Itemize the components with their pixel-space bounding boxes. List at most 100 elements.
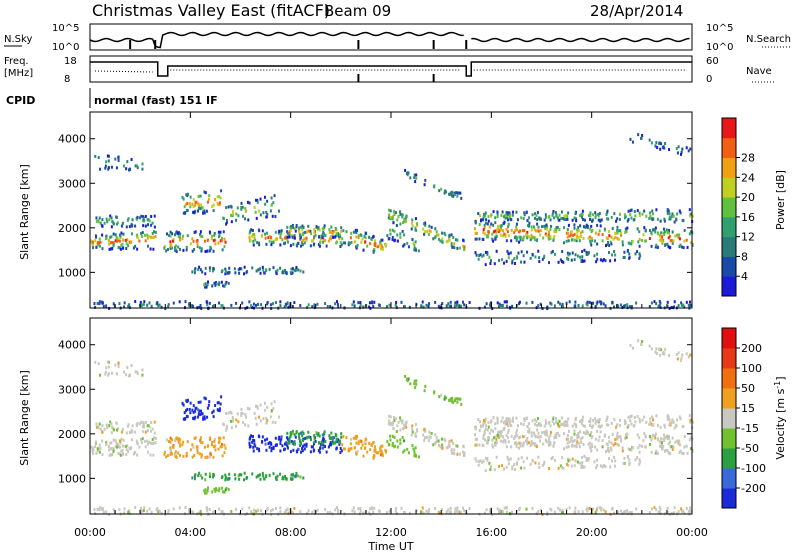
power-cell: [241, 301, 244, 305]
power-cell: [547, 261, 550, 265]
power-cell: [552, 210, 555, 214]
power-cell: [564, 214, 567, 218]
power-cell: [547, 215, 550, 219]
power-cell: [312, 236, 315, 240]
velocity-cell: [424, 384, 427, 388]
power-cell: [620, 233, 623, 237]
freq-label: Freq.: [4, 56, 29, 67]
power-cell: [293, 234, 296, 238]
power-cell: [337, 232, 340, 236]
velocity-cell: [394, 509, 397, 513]
power-cell: [379, 247, 382, 251]
power-cell: [586, 303, 589, 307]
velocity-cell: [264, 442, 267, 446]
velocity-cell: [120, 449, 123, 453]
power-cell: [566, 235, 569, 239]
velocity-cell: [104, 372, 107, 376]
power-cell: [642, 233, 645, 237]
velocity-cell: [380, 450, 383, 454]
velocity-cell: [496, 433, 499, 437]
velocity-cell: [122, 438, 125, 442]
power-cell: [128, 168, 131, 172]
velocity-cell: [610, 448, 613, 452]
velocity-cell: [222, 490, 225, 494]
velocity-cell: [484, 427, 487, 431]
velocity-cell: [256, 404, 259, 408]
power-cell: [491, 232, 494, 236]
power-cell: [182, 248, 185, 252]
power-cell: [224, 270, 227, 274]
velocity-cell: [403, 426, 406, 430]
velocity-cell: [199, 409, 202, 413]
power-cell: [153, 230, 156, 234]
power-cell: [484, 263, 487, 267]
power-cell: [417, 249, 420, 253]
power-cell: [619, 303, 622, 307]
velocity-cell: [146, 429, 149, 433]
velocity-cell: [271, 420, 274, 424]
power-cell: [105, 236, 108, 240]
velocity-cell: [227, 487, 230, 491]
power-cell: [543, 218, 546, 222]
power-cell: [500, 303, 503, 307]
power-cell: [568, 234, 571, 238]
velocity-cell: [269, 415, 272, 419]
noise-left-tick-top: 10^5: [52, 23, 79, 34]
velocity-cell: [276, 474, 279, 478]
velocity-cell: [651, 415, 654, 419]
velocity-cell: [628, 462, 631, 466]
power-cell: [578, 214, 581, 218]
power-cell: [329, 235, 332, 239]
velocity-cell: [192, 445, 195, 449]
power-cell: [580, 259, 583, 263]
velocity-cell: [567, 437, 570, 441]
power-cell: [634, 252, 637, 256]
power-cell: [555, 226, 558, 230]
velocity-cell: [388, 419, 391, 423]
y-tick-label: 1000: [58, 472, 86, 485]
power-cell: [660, 237, 663, 241]
velocity-cell: [664, 348, 667, 352]
power-cell: [594, 211, 597, 215]
power-cell: [192, 239, 195, 243]
velocity-cell: [188, 508, 191, 512]
velocity-cell: [462, 444, 465, 448]
power-cell: [150, 304, 153, 308]
power-cell: [256, 200, 259, 204]
velocity-cell: [666, 510, 669, 514]
power-cell: [279, 236, 282, 240]
colorbar-tick-label: 15: [741, 402, 755, 415]
power-colorbar-label: Power [dB]: [774, 170, 787, 230]
power-cell: [660, 231, 663, 235]
velocity-cell: [596, 458, 599, 462]
velocity-cell: [207, 403, 210, 407]
power-cell: [379, 243, 382, 247]
velocity-cell: [218, 507, 221, 511]
power-cell: [428, 302, 431, 306]
power-cell: [624, 303, 627, 307]
power-cell: [650, 141, 653, 145]
velocity-cell: [635, 507, 638, 511]
power-cell: [323, 224, 326, 228]
velocity-cell: [302, 476, 305, 480]
velocity-cell: [215, 488, 218, 492]
power-cell: [637, 133, 640, 137]
velocity-cell: [142, 430, 145, 434]
power-cell: [97, 243, 100, 247]
velocity-cell: [653, 506, 656, 510]
power-cell: [651, 209, 654, 213]
velocity-cell: [186, 398, 189, 402]
power-cell: [223, 237, 226, 241]
power-cell: [273, 194, 276, 198]
velocity-cell: [655, 508, 658, 512]
power-cell: [450, 243, 453, 247]
velocity-cell: [638, 436, 641, 440]
power-cell: [550, 251, 553, 255]
plot-title: Christmas Valley East (fitACF): [92, 1, 330, 20]
velocity-cell: [340, 435, 343, 439]
velocity-cell: [265, 421, 268, 425]
velocity-cell: [557, 506, 560, 510]
velocity-cell: [175, 437, 178, 441]
velocity-cell: [95, 422, 98, 426]
velocity-cell: [297, 474, 300, 478]
